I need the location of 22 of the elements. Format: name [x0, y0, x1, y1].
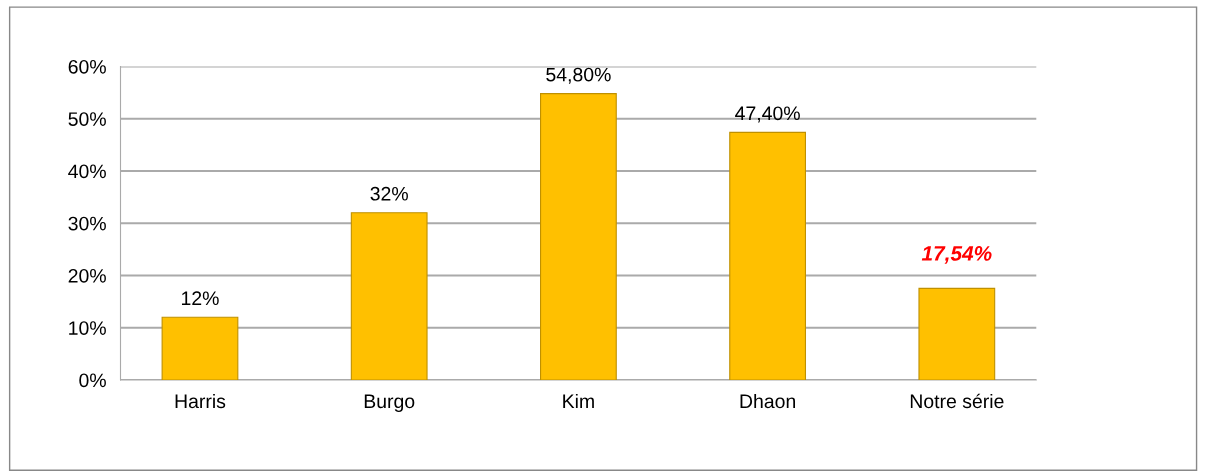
y-tick-label: 10% — [69, 321, 106, 335]
data-label: 12% — [181, 291, 219, 306]
annotation: 17,54% — [921, 246, 992, 264]
data-label: 47,40% — [735, 106, 800, 123]
y-tick-label: 30% — [68, 216, 106, 231]
y-tick-label: 60% — [68, 59, 106, 74]
data-label: 54,80% — [546, 67, 611, 84]
x-tick-label: Dhaon — [740, 393, 795, 409]
x-tick-label: Burgo — [364, 394, 415, 413]
x-tick-label: Kim — [563, 393, 594, 408]
bar — [161, 316, 239, 380]
y-tick-label: 40% — [68, 164, 106, 179]
y-tick-label: 0% — [79, 373, 106, 388]
bar — [540, 93, 617, 380]
y-tick-label: 20% — [68, 268, 106, 283]
data-label: 32% — [370, 186, 408, 201]
bar — [350, 212, 428, 380]
x-tick-label: Harris — [175, 393, 226, 409]
bar — [918, 287, 996, 380]
y-tick-label: 50% — [68, 112, 106, 126]
bar — [729, 131, 807, 380]
x-tick-label: Notre série — [910, 393, 1004, 409]
